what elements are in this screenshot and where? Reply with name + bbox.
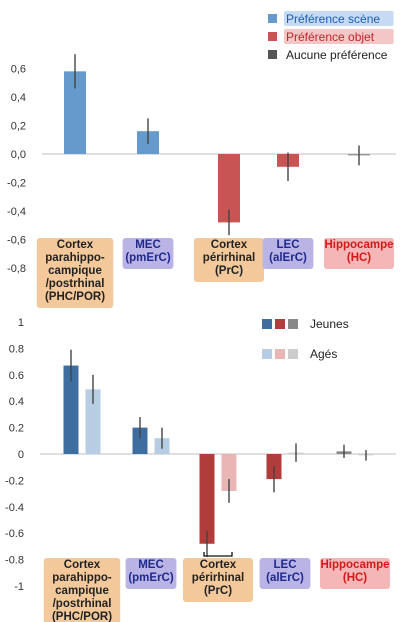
legend-swatch	[288, 319, 298, 329]
chart-1-y-tick-label: -0,2	[7, 178, 26, 190]
chart-2-y-tick-label: 1	[18, 317, 24, 329]
chart-2-category-label: LEC (alErC)	[266, 559, 304, 584]
legend-label: Agés	[310, 347, 337, 361]
legend-label-highlight	[284, 11, 394, 26]
chart-1-category-label: LEC (alErC)	[269, 239, 307, 264]
chart-1-category-label: Hippocampe (HC)	[324, 239, 393, 264]
chart-1-legend: Préférence scène Préférence objet Aucune p…	[268, 11, 394, 62]
chart-2-y-tick-label: -0.6	[5, 528, 24, 540]
legend-swatch	[268, 50, 277, 59]
chart-1-category-label: Cortex parahippo-campique/postrhinal (PHC/…	[45, 239, 105, 303]
chart-2-bar-jeunes	[132, 427, 148, 454]
chart-2-y-tick-label: -0.8	[5, 555, 24, 567]
chart-1-y-tick-label: -0,8	[7, 263, 26, 275]
chart-1-axis: 0,6 0,4 0,2 0,0 -0,2 -0,4 -0,6 -0,8	[7, 64, 396, 275]
chart-1-bars	[64, 54, 370, 236]
chart-1-category-label: MEC (pmErC)	[125, 239, 171, 264]
chart-2-y-tick-label: 0.8	[9, 343, 24, 355]
chart-2: 10.80.60.40.20-0.2-0.4-0.6-0.8-1 * Jeune…	[5, 317, 396, 622]
chart-2-y-tick-label: -0.4	[5, 502, 24, 514]
chart-1-y-tick-label: -0,4	[7, 206, 26, 218]
legend-swatch	[268, 14, 277, 23]
chart-2-y-tick-label: 0	[18, 449, 24, 461]
chart-2-category-label: Hippocampe (HC)	[320, 559, 389, 584]
chart-1-category-highlight	[262, 238, 314, 269]
legend-label: Préférence objet	[286, 30, 375, 44]
chart-2-category-labels: Cortex parahippo-campique/postrhinal (PHC/…	[43, 558, 390, 622]
chart-1-category-highlight	[122, 238, 174, 269]
legend-swatch	[288, 349, 298, 359]
chart-2-category-highlight	[259, 558, 311, 589]
chart-2-bar-ages	[85, 389, 101, 454]
significance-bracket	[203, 552, 233, 557]
chart-1-bar	[218, 154, 240, 223]
chart-2-legend: Jeunes Agés	[262, 317, 349, 361]
chart-1-y-tick-label: -0,6	[7, 235, 26, 247]
chart-1-category-label: Cortex périrhinal (PrC)	[203, 239, 255, 277]
legend-swatch	[262, 349, 272, 359]
chart-2-bar-jeunes	[63, 365, 79, 454]
chart-1-category-highlight	[36, 238, 114, 308]
legend-swatch	[275, 319, 285, 329]
legend-label-highlight	[284, 29, 394, 44]
chart-2-category-highlight	[183, 558, 253, 602]
legend-label: Jeunes	[310, 317, 349, 331]
chart-2-y-tick-label: 0.6	[9, 370, 24, 382]
chart-2-category-label: Cortex périrhinal (PrC)	[192, 559, 244, 597]
legend-swatch	[268, 32, 277, 41]
chart-2-bar-ages	[221, 454, 237, 491]
chart-1-y-tick-label: 0,6	[11, 64, 26, 76]
legend-label: Aucune préférence	[286, 48, 388, 62]
chart-2-y-tick-label: 0.4	[9, 396, 24, 408]
legend-swatch	[262, 319, 272, 329]
chart-1-y-tick-label: 0,4	[11, 92, 26, 104]
chart-1-category-highlight	[324, 238, 394, 269]
chart-2-y-tick-label: 0.2	[9, 423, 24, 435]
chart-2-category-highlight	[320, 558, 390, 589]
legend-label: Préférence scène	[286, 12, 380, 26]
chart-2-category-highlight	[125, 558, 177, 589]
chart-1-y-tick-label: 0,2	[11, 121, 26, 133]
chart-1: 0,6 0,4 0,2 0,0 -0,2 -0,4 -0,6 -0,8 Préférence …	[7, 11, 396, 308]
chart-2-y-tick-label: -1	[14, 581, 24, 593]
chart-1-y-tick-label: 0,0	[11, 149, 26, 161]
chart-2-category-highlight	[43, 558, 121, 622]
chart-1-category-highlight	[194, 238, 264, 282]
chart-1-category-labels: Cortex parahippo-campique/postrhinal (PHC/…	[36, 238, 394, 308]
chart-2-bar-jeunes	[199, 454, 215, 544]
chart-2-category-label: MEC (pmErC)	[128, 559, 174, 584]
chart-2-category-label: Cortex parahippo-campique/postrhinal (PHC/…	[52, 559, 112, 622]
chart-1-bar	[64, 71, 86, 154]
legend-swatch	[275, 349, 285, 359]
chart-2-y-tick-label: -0.2	[5, 475, 24, 487]
